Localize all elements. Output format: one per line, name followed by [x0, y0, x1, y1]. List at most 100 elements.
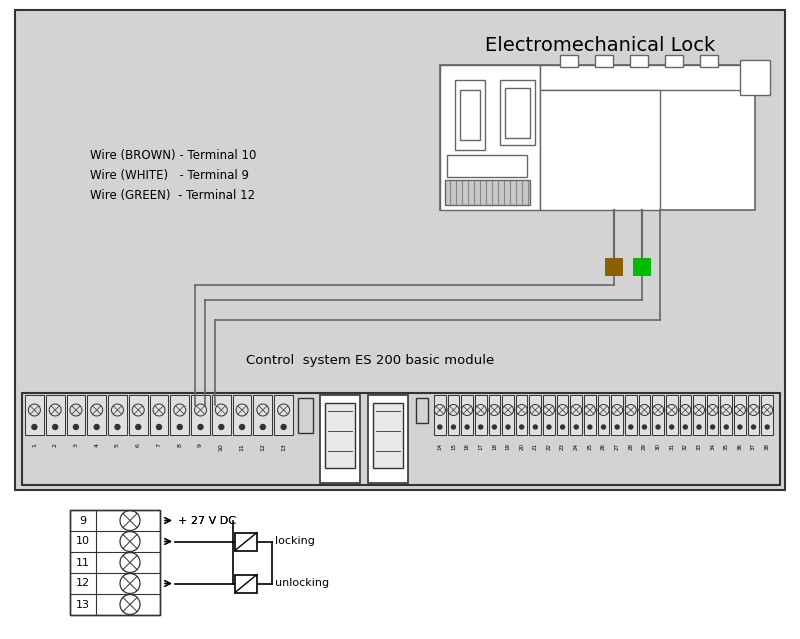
Text: 12: 12	[76, 578, 90, 589]
Circle shape	[438, 425, 442, 429]
Text: 32: 32	[683, 443, 688, 450]
Bar	[693, 395, 705, 435]
Bar	[87, 395, 106, 435]
Text: 24: 24	[574, 443, 578, 450]
Text: + 27 V DC: + 27 V DC	[178, 516, 236, 525]
Text: 11: 11	[76, 557, 90, 567]
Circle shape	[32, 424, 37, 429]
Bar	[584, 395, 596, 435]
Text: 12: 12	[260, 443, 266, 451]
Bar	[460, 90, 480, 140]
Text: Electromechanical Lock: Electromechanical Lock	[485, 36, 715, 54]
Bar	[540, 90, 660, 210]
Bar	[505, 88, 530, 138]
Bar	[516, 395, 527, 435]
Bar	[734, 395, 746, 435]
Text: Control  system ES 200 basic module: Control system ES 200 basic module	[246, 353, 494, 367]
Text: Wire (BROWN) - Terminal 10: Wire (BROWN) - Terminal 10	[90, 148, 256, 162]
Text: 6: 6	[136, 443, 141, 447]
Text: 36: 36	[738, 443, 742, 450]
Circle shape	[219, 424, 224, 429]
Bar	[638, 395, 650, 435]
Bar	[540, 65, 755, 90]
Text: 2: 2	[53, 443, 58, 447]
Circle shape	[136, 424, 141, 429]
Circle shape	[642, 425, 646, 429]
Bar	[462, 395, 473, 435]
Text: 27: 27	[614, 443, 620, 450]
Bar	[700, 55, 718, 67]
Bar	[170, 395, 189, 435]
Bar	[625, 395, 637, 435]
Bar	[274, 395, 293, 435]
Text: 20: 20	[519, 443, 524, 450]
Bar	[762, 395, 773, 435]
Circle shape	[683, 425, 687, 429]
Bar	[740, 60, 770, 95]
Text: 25: 25	[587, 443, 592, 450]
Circle shape	[281, 424, 286, 429]
Bar	[748, 395, 759, 435]
Text: 8: 8	[178, 443, 182, 447]
Text: 13: 13	[76, 599, 90, 610]
Bar	[502, 395, 514, 435]
Text: Wire (GREEN)  - Terminal 12: Wire (GREEN) - Terminal 12	[90, 189, 255, 201]
Bar	[70, 510, 160, 615]
Bar	[129, 395, 148, 435]
Text: 9: 9	[79, 516, 86, 525]
Circle shape	[724, 425, 728, 429]
Text: 17: 17	[478, 443, 483, 450]
Bar	[475, 395, 486, 435]
Text: 30: 30	[655, 443, 661, 450]
Circle shape	[451, 425, 455, 429]
Circle shape	[465, 425, 469, 429]
Bar	[235, 574, 257, 592]
Circle shape	[492, 425, 496, 429]
Text: 29: 29	[642, 443, 647, 450]
Bar	[233, 395, 251, 435]
Bar	[611, 395, 623, 435]
Text: 38: 38	[765, 443, 770, 450]
Text: 16: 16	[465, 443, 470, 450]
Circle shape	[670, 425, 674, 429]
Text: 1: 1	[32, 443, 37, 447]
Bar	[633, 258, 651, 276]
Text: unlocking: unlocking	[275, 578, 329, 589]
Circle shape	[656, 425, 660, 429]
Circle shape	[53, 424, 58, 429]
Bar	[455, 80, 485, 150]
Circle shape	[547, 425, 551, 429]
Text: 34: 34	[710, 443, 715, 450]
Text: 4: 4	[94, 443, 99, 447]
Bar	[560, 55, 578, 67]
Bar	[46, 395, 65, 435]
Text: 10: 10	[219, 443, 224, 450]
Bar	[598, 395, 610, 435]
Bar	[595, 55, 613, 67]
Text: 9: 9	[198, 443, 203, 447]
Text: 14: 14	[438, 443, 442, 450]
Bar	[543, 395, 554, 435]
Bar	[530, 395, 541, 435]
Text: 37: 37	[751, 443, 756, 450]
Bar	[416, 398, 428, 423]
Bar	[440, 65, 540, 210]
Bar	[320, 395, 360, 483]
Bar	[570, 395, 582, 435]
Bar	[679, 395, 691, 435]
Bar	[191, 395, 210, 435]
Bar	[440, 65, 755, 210]
Text: locking: locking	[275, 537, 315, 546]
Bar	[707, 395, 718, 435]
Bar	[15, 10, 785, 490]
Text: 28: 28	[628, 443, 634, 450]
Circle shape	[115, 424, 120, 429]
Circle shape	[588, 425, 592, 429]
Circle shape	[751, 425, 755, 429]
Circle shape	[738, 425, 742, 429]
Text: Wire (WHITE)   - Terminal 9: Wire (WHITE) - Terminal 9	[90, 169, 249, 181]
Bar	[108, 395, 127, 435]
Circle shape	[697, 425, 701, 429]
Circle shape	[520, 425, 524, 429]
Circle shape	[198, 424, 203, 429]
